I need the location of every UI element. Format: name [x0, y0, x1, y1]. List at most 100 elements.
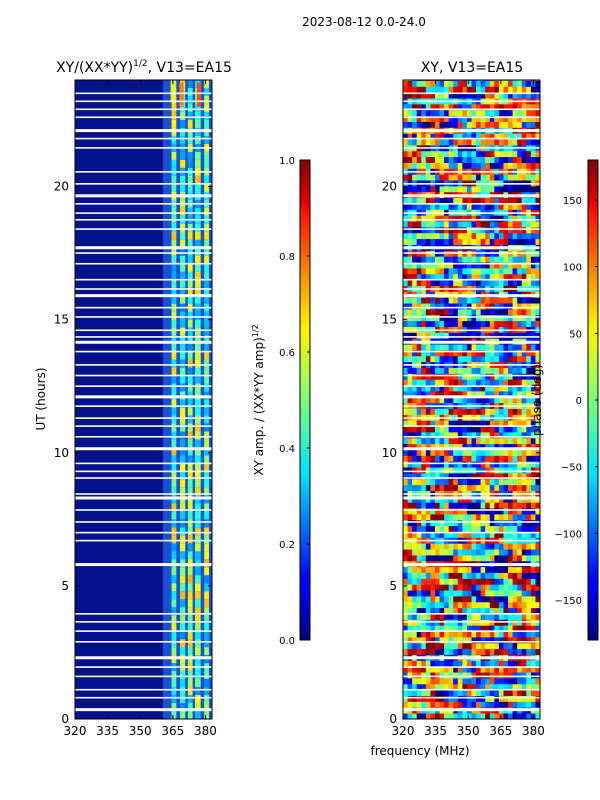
heat-cell [195, 327, 201, 336]
phase-cell [466, 443, 472, 450]
phase-cell [535, 467, 540, 474]
phase-cell [517, 437, 523, 445]
phase-cell [421, 590, 427, 597]
phase-cell [526, 203, 532, 210]
phase-cell [412, 162, 418, 169]
heat-cell [180, 223, 186, 232]
phase-cell [498, 701, 504, 708]
phase-cell [489, 543, 495, 550]
phase-cell [416, 156, 422, 163]
phase-cell [508, 379, 513, 386]
phase-cell [476, 185, 482, 193]
phase-cell [453, 443, 459, 450]
phase-cell [508, 683, 513, 691]
phase-cell [412, 139, 418, 146]
phase-cell [453, 531, 459, 538]
phase-cell [508, 613, 513, 620]
phase-cell [503, 496, 509, 503]
phase-cell [526, 666, 532, 673]
phase-cell [489, 185, 495, 193]
heat-cell [187, 695, 193, 704]
phase-cell [535, 197, 540, 204]
phase-cell [430, 279, 436, 286]
phase-cell [476, 695, 482, 702]
heat-cell [180, 671, 186, 680]
phase-cell [494, 695, 500, 702]
phase-cell [403, 607, 408, 614]
x-tick-label: 335 [96, 724, 119, 738]
phase-cell [403, 408, 408, 415]
phase-cell [480, 595, 486, 603]
phase-cell [512, 115, 518, 122]
phase-cell [412, 221, 418, 228]
heat-cell [180, 567, 186, 576]
phase-cell [430, 595, 436, 603]
phase-cell [462, 508, 468, 515]
phase-cell [403, 625, 408, 632]
phase-cell [457, 449, 463, 456]
phase-cell [434, 297, 440, 304]
phase-cell [489, 320, 495, 327]
phase-cell [489, 238, 495, 245]
phase-cell [480, 437, 486, 445]
phase-cell [462, 121, 468, 128]
phase-cell [508, 332, 513, 339]
phase-cell [457, 156, 463, 163]
phase-cell [512, 273, 518, 281]
heat-cell [195, 431, 201, 440]
phase-cell [508, 103, 513, 111]
phase-cell [471, 86, 477, 93]
phase-cell [466, 396, 472, 404]
phase-cell [535, 590, 540, 597]
phase-cell [425, 86, 431, 93]
heat-cell [204, 407, 209, 416]
phase-cell [434, 595, 440, 603]
phase-cell [508, 92, 513, 99]
phase-cell [526, 385, 532, 392]
phase-cell [444, 672, 450, 679]
heat-cell [171, 247, 177, 256]
phase-cell [425, 631, 431, 638]
phase-cell [407, 713, 413, 719]
phase-cell [508, 262, 513, 269]
phase-cell [508, 273, 513, 281]
heat-cell [195, 263, 201, 272]
phase-cell [494, 349, 500, 357]
phase-cell [466, 103, 472, 111]
phase-cell [462, 344, 468, 351]
phase-cell [425, 672, 431, 679]
phase-cell [462, 232, 468, 240]
heat-cell [204, 175, 209, 184]
phase-cell [425, 408, 431, 415]
phase-cell [485, 238, 491, 245]
phase-cell [434, 396, 440, 404]
phase-cell [508, 238, 513, 245]
phase-cell [485, 408, 491, 415]
phase-cell [480, 689, 486, 696]
phase-cell [521, 115, 527, 122]
phase-cell [453, 308, 459, 316]
phase-cell [471, 636, 477, 644]
heat-cell [187, 527, 193, 536]
phase-cell [439, 150, 445, 158]
flagged-row [75, 212, 212, 214]
phase-cell [425, 607, 431, 614]
phase-cell [494, 543, 500, 550]
phase-cell [535, 508, 540, 515]
phase-cell [498, 308, 504, 316]
phase-cell [462, 320, 468, 327]
phase-cell [512, 484, 518, 491]
flagged-row [403, 278, 540, 281]
phase-cell [471, 139, 477, 146]
phase-cell [439, 133, 445, 140]
phase-cell [457, 238, 463, 245]
flagged-row [75, 92, 212, 95]
phase-cell [466, 385, 472, 392]
phase-cell [425, 431, 431, 439]
heat-cell [195, 111, 201, 120]
phase-cell [403, 314, 408, 322]
phase-cell [517, 226, 523, 234]
phase-cell [526, 584, 532, 591]
phase-cell [416, 695, 422, 702]
heat-cell [171, 359, 177, 368]
